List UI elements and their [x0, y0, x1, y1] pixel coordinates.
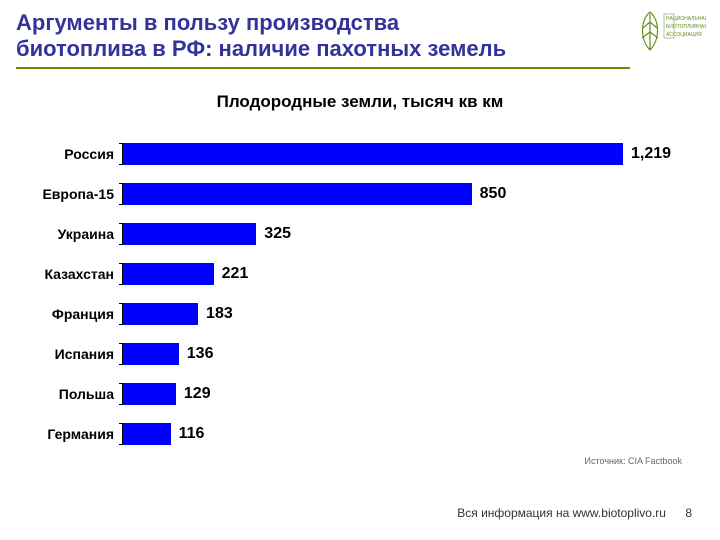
- chart-container: Плодородные земли, тысяч кв км Россия 1,2…: [30, 92, 690, 454]
- bar-track: 1,219: [122, 143, 690, 165]
- slide-footer: Вся информация на www.biotoplivo.ru 8: [457, 506, 692, 520]
- slide: Аргументы в пользу производства биотопли…: [0, 0, 720, 540]
- bar-row: Европа-15 850: [30, 174, 690, 214]
- bar-track: 850: [122, 183, 690, 205]
- bar: [123, 303, 198, 325]
- bar-value: 129: [176, 383, 211, 405]
- bar-row: Украина 325: [30, 214, 690, 254]
- bar-row: Франция 183: [30, 294, 690, 334]
- bar-row: Германия 116: [30, 414, 690, 454]
- bar: [123, 183, 472, 205]
- svg-text:БИОТОПЛИВНАЯ: БИОТОПЛИВНАЯ: [666, 24, 706, 30]
- slide-header: Аргументы в пользу производства биотопли…: [16, 10, 630, 69]
- bar-row: Испания 136: [30, 334, 690, 374]
- bar: [123, 423, 171, 445]
- bar: [123, 383, 176, 405]
- bar-track: 116: [122, 423, 690, 445]
- org-logo: НАЦИОНАЛЬНАЯ БИОТОПЛИВНАЯ АССОЦИАЦИЯ: [636, 6, 706, 58]
- svg-text:АССОЦИАЦИЯ: АССОЦИАЦИЯ: [666, 32, 702, 38]
- bar-label: Украина: [30, 226, 122, 242]
- page-number: 8: [685, 506, 692, 520]
- bar: [123, 223, 256, 245]
- bar: [123, 143, 623, 165]
- bar-value: 850: [472, 183, 507, 205]
- bar-value: 325: [256, 223, 291, 245]
- bar-row: Россия 1,219: [30, 134, 690, 174]
- svg-text:НАЦИОНАЛЬНАЯ: НАЦИОНАЛЬНАЯ: [666, 16, 706, 22]
- bar-label: Европа-15: [30, 186, 122, 202]
- title-line-1: Аргументы в пользу производства: [16, 10, 399, 35]
- bar-label: Польша: [30, 386, 122, 402]
- bar-list: Россия 1,219 Европа-15 850 Украина 325 Казахст…: [30, 134, 690, 454]
- bar-value: 1,219: [623, 143, 671, 165]
- bar-track: 136: [122, 343, 690, 365]
- bar-label: Испания: [30, 346, 122, 362]
- chart-title: Плодородные земли, тысяч кв км: [30, 92, 690, 112]
- footer-site: www.biotoplivo.ru: [573, 506, 666, 520]
- bar-label: Франция: [30, 306, 122, 322]
- bar-track: 183: [122, 303, 690, 325]
- bar: [123, 343, 179, 365]
- bar-track: 129: [122, 383, 690, 405]
- bar-label: Казахстан: [30, 266, 122, 282]
- bar-value: 116: [171, 423, 205, 445]
- footer-prefix: Вся информация на: [457, 506, 572, 520]
- bar-row: Польша 129: [30, 374, 690, 414]
- bar-track: 325: [122, 223, 690, 245]
- bar-value: 136: [179, 343, 214, 365]
- bar-label: Германия: [30, 426, 122, 442]
- source-text: Источник: CIA Factbook: [585, 456, 682, 466]
- bar-row: Казахстан 221: [30, 254, 690, 294]
- bar: [123, 263, 214, 285]
- bar-track: 221: [122, 263, 690, 285]
- slide-title: Аргументы в пользу производства биотопли…: [16, 10, 630, 63]
- title-line-2: биотоплива в РФ: наличие пахотных земель: [16, 36, 506, 61]
- bar-value: 221: [214, 263, 249, 285]
- bar-label: Россия: [30, 146, 122, 162]
- leaf-icon: НАЦИОНАЛЬНАЯ БИОТОПЛИВНАЯ АССОЦИАЦИЯ: [636, 6, 706, 58]
- bar-value: 183: [198, 303, 233, 325]
